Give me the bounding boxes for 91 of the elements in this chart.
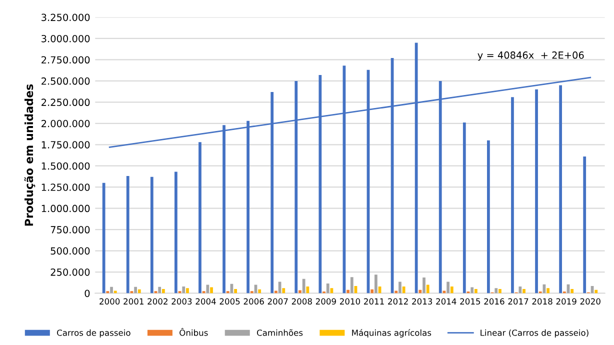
y-tick-label: 0 [84,290,90,298]
y-tick-label: 3.000.000 [42,34,90,42]
bar [174,172,178,294]
bar [570,289,574,294]
x-tick-label: 2008 [292,298,312,305]
bar [422,278,426,294]
bar [198,142,202,294]
bar [274,290,278,294]
bar [258,289,262,294]
bar [134,286,137,294]
bar [102,182,106,294]
x-tick-label: 2011 [364,298,384,305]
y-tick-label: 3.250.000 [42,14,90,22]
bar [450,286,454,294]
y-axis-title: Produção em unidades [24,84,36,226]
bar [402,286,406,294]
bar [583,156,586,294]
bar [326,283,330,294]
x-tick-label: 2015 [460,298,480,305]
x-tick-label: 2000 [100,298,120,305]
y-tick-label: 1.250.000 [42,184,90,191]
bar [487,140,490,294]
bar [511,97,514,294]
x-tick-label: 2013 [412,298,432,305]
x-tick-label: 2001 [124,298,144,305]
bar [346,290,350,294]
bar [370,289,374,294]
y-tick-label: 2.500.000 [42,77,90,85]
bar [559,85,562,294]
y-tick-label: 2.750.000 [42,56,90,64]
bar [158,286,162,294]
x-tick-label: 2014 [436,298,456,305]
bar [494,288,498,294]
y-tick-label: 1.750.000 [42,141,90,148]
bar [546,288,550,294]
bar [535,89,538,294]
x-tick-label: 2016 [484,298,504,305]
legend-label: Máquinas agrícolas [352,329,432,338]
bar [126,176,130,294]
bar [306,286,310,294]
x-tick-label: 2003 [172,298,192,305]
bar [150,176,154,294]
bar [162,289,165,294]
bar [426,284,430,294]
y-tick-label: 500.000 [50,247,90,255]
legend-label: Carros de passeio [57,329,130,338]
bar [182,286,186,294]
legend-label: Ônibus [180,328,208,336]
bar [374,274,378,294]
x-tick-label: 2017 [508,298,528,305]
x-tick-label: 2010 [340,298,360,305]
bar [418,290,422,294]
bar [594,290,598,294]
bar [110,286,113,294]
bar [498,289,502,294]
bar [350,277,354,294]
bar [470,287,474,294]
x-tick-label: 2009 [316,298,336,305]
bar [234,289,237,294]
x-tick-label: 2019 [556,298,576,305]
bar [186,288,189,294]
x-tick-label: 2012 [388,298,408,305]
y-tick-label: 1.000.000 [42,204,90,212]
y-tick-label: 2.000.000 [42,120,90,128]
bar [474,289,478,294]
bar [462,122,466,294]
x-tick-label: 2002 [148,298,168,305]
bar [210,287,213,294]
x-tick-label: 2004 [196,298,216,305]
bar [398,282,402,294]
bar [282,288,286,294]
legend-label: Caminhões [256,329,303,336]
bar [114,290,117,294]
bar [302,278,306,294]
annotation: y = 40846x + 2E+06 [478,51,584,61]
y-tick-label: 1.500.000 [42,162,90,170]
bar [518,286,522,294]
y-tick-label: 750.000 [50,226,90,234]
y-tick-label: 250.000 [50,268,90,276]
x-tick-label: 2005 [220,298,240,305]
bar [206,284,210,294]
bar [522,289,526,294]
legend-label: Linear (Carros de passeio) [480,329,588,338]
x-tick-label: 2007 [268,298,288,305]
x-tick-label: 2018 [532,298,552,305]
bar [138,289,141,294]
y-tick-label: 2.250.000 [42,98,90,106]
x-tick-label: 2020 [580,298,600,305]
bar [394,290,398,294]
x-tick-label: 2006 [244,298,264,305]
bar [446,282,450,294]
